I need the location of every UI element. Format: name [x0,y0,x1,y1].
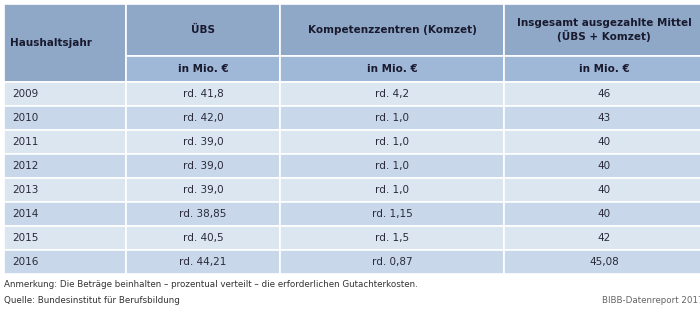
Bar [280,178,504,202]
Text: in Mio. €: in Mio. € [367,64,417,74]
Text: Haushaltsjahr: Haushaltsjahr [10,38,92,48]
Bar [4,178,126,202]
Text: 2015: 2015 [12,233,38,243]
Text: rd. 1,5: rd. 1,5 [375,233,409,243]
Bar [504,82,700,106]
Bar [126,154,280,178]
Text: rd. 39,0: rd. 39,0 [183,185,223,195]
Bar [280,106,504,130]
Text: rd. 1,0: rd. 1,0 [375,161,409,171]
Text: Quelle: Bundesinstitut für Berufsbildung: Quelle: Bundesinstitut für Berufsbildung [4,296,180,305]
Bar [126,130,280,154]
Text: rd. 44,21: rd. 44,21 [179,257,227,267]
Bar [504,178,700,202]
Bar [280,82,504,106]
Text: rd. 39,0: rd. 39,0 [183,137,223,147]
Bar [126,106,280,130]
Text: rd. 39,0: rd. 39,0 [183,161,223,171]
Bar [504,154,700,178]
Bar [280,4,504,56]
Text: 2013: 2013 [12,185,38,195]
Text: rd. 0,87: rd. 0,87 [372,257,412,267]
Text: BIBB-Datenreport 2017: BIBB-Datenreport 2017 [603,296,700,305]
Text: rd. 1,0: rd. 1,0 [375,113,409,123]
Text: ÜBS: ÜBS [191,25,215,35]
Text: 45,08: 45,08 [589,257,619,267]
Bar [4,250,126,274]
Text: rd. 1,15: rd. 1,15 [372,209,412,219]
Text: rd. 4,2: rd. 4,2 [375,89,409,99]
Text: 40: 40 [597,209,610,219]
Text: rd. 41,8: rd. 41,8 [183,89,223,99]
Bar [126,202,280,226]
Text: rd. 38,85: rd. 38,85 [179,209,227,219]
Bar [126,4,280,56]
Text: in Mio. €: in Mio. € [178,64,228,74]
Text: 2011: 2011 [12,137,38,147]
Bar [4,106,126,130]
Text: 42: 42 [597,233,610,243]
Bar [126,82,280,106]
Bar [4,226,126,250]
Text: 40: 40 [597,161,610,171]
Text: rd. 1,0: rd. 1,0 [375,137,409,147]
Text: 2014: 2014 [12,209,38,219]
Bar [280,202,504,226]
Text: Kompetenzzentren (Komzet): Kompetenzzentren (Komzet) [307,25,477,35]
Bar [280,154,504,178]
Text: rd. 42,0: rd. 42,0 [183,113,223,123]
Text: 43: 43 [597,113,610,123]
Bar [504,56,700,82]
Bar [4,202,126,226]
Bar [4,130,126,154]
Bar [504,106,700,130]
Text: 2016: 2016 [12,257,38,267]
Text: rd. 1,0: rd. 1,0 [375,185,409,195]
Bar [126,250,280,274]
Bar [126,226,280,250]
Text: 40: 40 [597,137,610,147]
Bar [126,178,280,202]
Text: 2012: 2012 [12,161,38,171]
Bar [126,56,280,82]
Bar [280,226,504,250]
Bar [4,82,126,106]
Text: 2010: 2010 [12,113,38,123]
Bar [504,4,700,56]
Bar [280,250,504,274]
Bar [504,250,700,274]
Bar [280,130,504,154]
Bar [504,130,700,154]
Bar [4,154,126,178]
Bar [504,226,700,250]
Text: 46: 46 [597,89,610,99]
Text: Insgesamt ausgezahlte Mittel
(ÜBS + Komzet): Insgesamt ausgezahlte Mittel (ÜBS + Komz… [517,18,692,42]
Text: 40: 40 [597,185,610,195]
Text: 2009: 2009 [12,89,38,99]
Bar [4,4,126,82]
Bar [504,202,700,226]
Bar [280,56,504,82]
Text: in Mio. €: in Mio. € [579,64,629,74]
Text: Anmerkung: Die Beträge beinhalten – prozentual verteilt – die erforderlichen Gut: Anmerkung: Die Beträge beinhalten – proz… [4,280,418,289]
Text: rd. 40,5: rd. 40,5 [183,233,223,243]
